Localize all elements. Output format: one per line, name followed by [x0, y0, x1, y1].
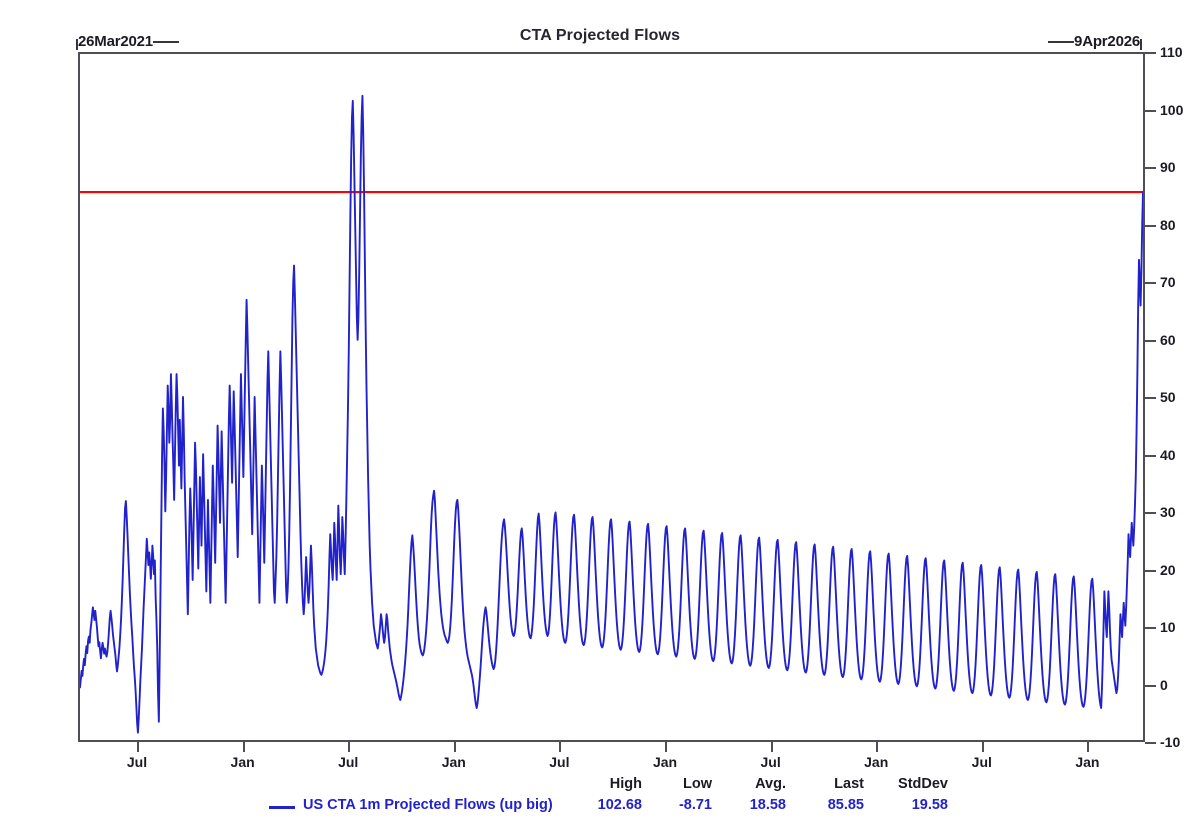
end-date-text: 9Apr2026	[1074, 33, 1140, 50]
legend-series-label: US CTA 1m Projected Flows (up big)	[303, 797, 553, 813]
y-axis-tick	[1145, 512, 1156, 514]
stat-header-last: Last	[834, 776, 864, 792]
x-axis-label: Jan	[441, 754, 466, 770]
x-axis-tick	[665, 742, 667, 752]
y-axis-label: 70	[1160, 274, 1176, 290]
x-axis-tick	[559, 742, 562, 752]
stat-header-low: Low	[683, 776, 712, 792]
y-axis-tick	[1145, 397, 1156, 399]
x-axis-label: Jul	[971, 754, 992, 770]
x-axis-label: Jan	[230, 754, 255, 770]
x-axis-tick	[981, 742, 984, 752]
y-axis-tick	[1145, 339, 1156, 342]
start-date-tick-icon	[76, 39, 78, 50]
y-axis-tick	[1145, 627, 1156, 629]
y-axis-label: 100	[1160, 101, 1184, 118]
x-axis-tick	[348, 742, 351, 752]
y-axis-tick	[1145, 224, 1156, 227]
y-axis-tick	[1145, 109, 1156, 112]
y-axis-tick	[1145, 684, 1156, 687]
stat-value-high: 102.68	[597, 797, 642, 813]
end-date-tick-icon	[1140, 39, 1142, 50]
x-axis-label: Jul	[338, 754, 359, 770]
y-axis-label: 30	[1160, 504, 1176, 520]
y-axis-label: 20	[1160, 561, 1176, 578]
x-axis-label: Jul	[126, 754, 148, 770]
y-axis: -10 0 10 20 30 40 50 60 70 80 90 100 110	[1145, 44, 1200, 750]
start-date-rule-icon	[152, 41, 179, 43]
start-date-text: 26Mar2021	[78, 33, 153, 50]
y-axis-tick	[1145, 742, 1156, 744]
y-axis-label: 90	[1160, 159, 1176, 175]
y-axis-tick	[1145, 167, 1156, 169]
x-axis-tick	[242, 742, 245, 752]
x-axis-label: Jan	[1075, 754, 1100, 770]
x-axis-tick	[770, 742, 773, 752]
start-date-label: 26Mar2021	[76, 33, 179, 52]
legend-line-swatch-icon	[269, 806, 295, 809]
y-axis-label: -10	[1160, 734, 1181, 750]
stats-value-row: 102.68 -8.71 18.58 85.85 19.58	[0, 797, 1200, 818]
legend-and-stats: High Low Avg. Last StdDev 102.68 -8.71 18.58 85…	[0, 776, 1200, 826]
stat-header-stddev: StdDev	[898, 776, 948, 792]
y-axis-label: 50	[1160, 389, 1176, 405]
y-axis-tick	[1145, 454, 1156, 457]
x-axis-label: Jul	[760, 754, 781, 770]
y-axis-label: 0	[1160, 676, 1168, 693]
x-axis-label: Jul	[549, 754, 570, 770]
y-axis-tick	[1145, 52, 1156, 54]
x-axis-tick	[137, 742, 139, 752]
stat-value-stddev: 19.58	[911, 797, 948, 813]
x-axis-tick	[876, 742, 879, 752]
y-axis-label: 80	[1160, 216, 1176, 233]
stat-value-low: -8.71	[678, 797, 712, 813]
page-title: CTA Projected Flows	[519, 27, 681, 44]
end-date-label: 9Apr2026	[1048, 33, 1142, 52]
y-axis-label: 60	[1160, 331, 1176, 348]
x-axis: Jul Jan Jul Jan Jul Jan Jul Jan Jul Jan	[78, 742, 1145, 782]
y-axis-tick	[1145, 569, 1156, 572]
y-axis-label: 40	[1160, 446, 1176, 463]
x-axis-label: Jan	[864, 754, 889, 770]
x-axis-label: Jan	[652, 754, 678, 770]
plot-area	[78, 52, 1145, 742]
stat-header-high: High	[609, 776, 642, 792]
series-canvas	[80, 54, 1143, 740]
stat-header-avg: Avg.	[755, 776, 786, 792]
end-date-rule-icon	[1048, 41, 1075, 43]
x-axis-tick	[453, 742, 456, 752]
series-line	[80, 96, 1143, 733]
stat-value-avg: 18.58	[749, 797, 786, 813]
stat-value-last: 85.85	[827, 797, 864, 813]
x-axis-tick	[1087, 742, 1090, 752]
y-axis-label: 10	[1160, 619, 1176, 635]
stats-header-row: High Low Avg. Last StdDev	[0, 776, 1200, 797]
y-axis-tick	[1145, 282, 1156, 284]
y-axis-label: 110	[1160, 44, 1183, 60]
